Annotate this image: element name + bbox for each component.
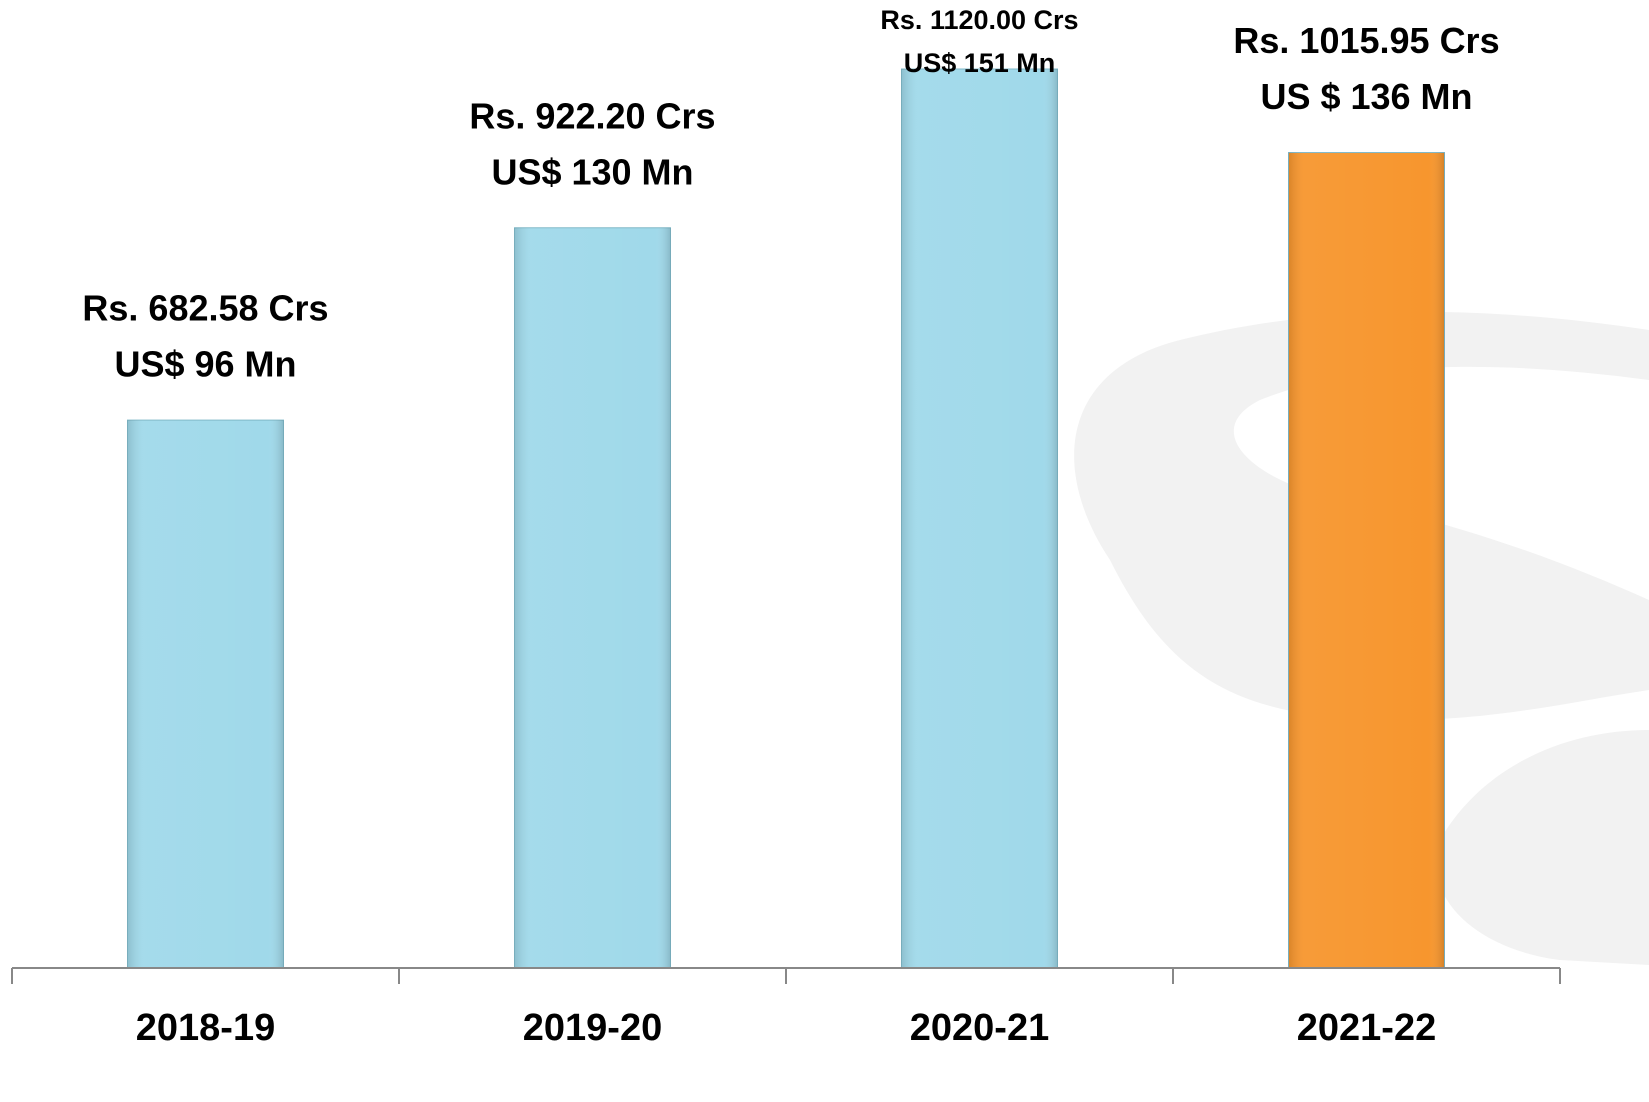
bar-sheen xyxy=(901,69,1058,968)
x-tick-label: 2021-22 xyxy=(1297,1007,1436,1049)
value-label: Rs. 1015.95 Crs xyxy=(1233,20,1499,61)
value-label: Rs. 1120.00 Crs xyxy=(880,5,1078,35)
usd-value-label: US $ 136 Mn xyxy=(1260,76,1472,117)
x-tick-label: 2019-20 xyxy=(523,1007,662,1049)
bar-sheen xyxy=(514,227,671,968)
usd-value-label: US$ 130 Mn xyxy=(491,151,693,192)
usd-value-label: US$ 96 Mn xyxy=(114,344,296,385)
x-tick-label: 2018-19 xyxy=(136,1007,275,1049)
value-label: Rs. 922.20 Crs xyxy=(469,95,715,136)
bar-sheen xyxy=(1288,152,1445,969)
value-label: Rs. 682.58 Crs xyxy=(82,288,328,329)
plot-area: Rs. 682.58 Crs US$ 96 Mn Rs. 922.20 Crs US$… xyxy=(82,5,1500,969)
usd-value-label: US$ 151 Mn xyxy=(904,48,1056,78)
x-tick-label: 2020-21 xyxy=(910,1007,1049,1049)
bar-sheen xyxy=(127,420,284,968)
